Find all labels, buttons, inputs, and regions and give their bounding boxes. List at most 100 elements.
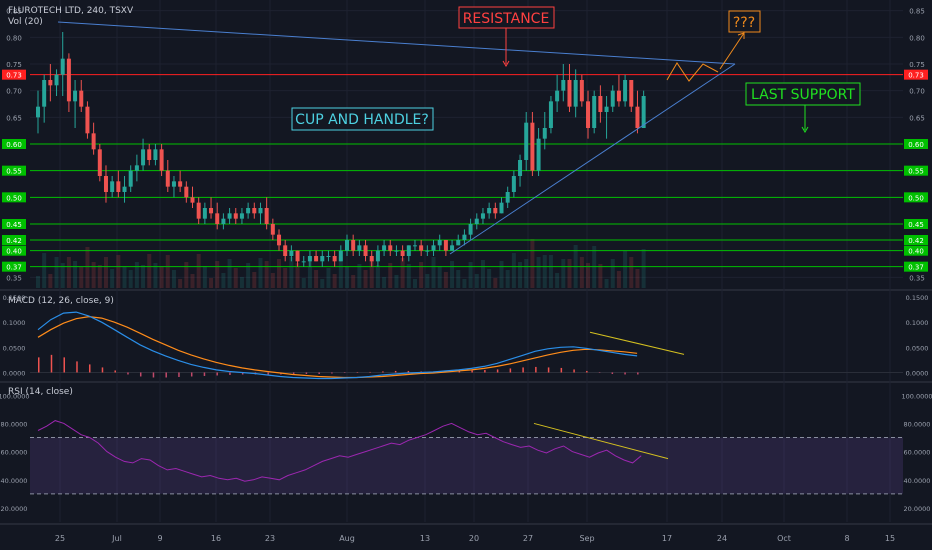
volume-bar: [202, 266, 207, 288]
volume-bar: [184, 262, 189, 288]
volume-bar: [425, 274, 430, 288]
candle-body: [277, 234, 282, 246]
candle-body: [239, 213, 244, 219]
macd-histogram-bar: [203, 372, 206, 376]
macd-histogram-bar: [496, 369, 499, 373]
right-price-label: 0.45: [908, 221, 924, 229]
macd-histogram-bar: [484, 369, 486, 373]
volume-bar: [567, 259, 572, 288]
volume-bar: [487, 269, 492, 288]
time-tick: 8: [844, 534, 849, 543]
candle-body: [314, 256, 319, 262]
candle-body: [289, 250, 294, 256]
volume-bar: [227, 259, 232, 288]
volume-bar: [363, 270, 368, 288]
candle-body: [487, 208, 492, 214]
rsi-left-tick: 20.0000: [1, 505, 28, 513]
left-price-label-box: [2, 69, 26, 80]
candle-body: [579, 80, 584, 102]
time-tick: 15: [885, 534, 895, 543]
volume-bar: [141, 265, 146, 288]
candle-body: [406, 245, 411, 256]
candle-body: [369, 256, 374, 262]
macd-histogram-bar: [573, 369, 575, 373]
candle-body: [450, 245, 455, 251]
macd-histogram-bar: [127, 372, 129, 375]
macd-histogram-bar: [522, 367, 524, 373]
volume-bar: [629, 257, 634, 288]
candle-body: [635, 106, 640, 128]
volume-bar: [338, 257, 343, 288]
rsi-left-tick: 40.0000: [1, 477, 28, 485]
candle-body: [165, 170, 170, 187]
time-axis: 25 Jul 9 16 23 Aug 13 20 27 Sep 17 24 Oct 8 15: [0, 523, 932, 543]
volume-bar: [36, 276, 40, 288]
candle-body: [400, 250, 405, 256]
right-price-label-box: [904, 245, 928, 256]
volume-bar: [542, 255, 547, 288]
left-price-label: 0.60: [6, 141, 22, 149]
right-price-label: 0.42: [908, 237, 924, 245]
question-box[interactable]: [728, 10, 761, 33]
volume-bar: [79, 267, 84, 288]
candle-body: [431, 245, 436, 251]
volume-bar: [400, 258, 405, 288]
volume-bar: [530, 239, 535, 288]
candle-body: [598, 96, 603, 112]
volume-bar: [474, 274, 479, 288]
macd-histogram-bar: [356, 372, 359, 373]
macd-divergence-line: [589, 331, 685, 355]
macd-histogram-bar: [394, 370, 397, 373]
right-price-label: 0.55: [908, 168, 924, 176]
candle-body: [616, 90, 621, 102]
volume-bar: [239, 277, 244, 288]
candle-body: [215, 213, 220, 224]
macd-histogram-bar: [535, 366, 537, 373]
candle-body: [480, 213, 485, 219]
volume-bar: [623, 251, 628, 288]
volume-bar: [221, 273, 226, 288]
candle-body: [134, 165, 139, 171]
macd-histogram-bar: [560, 367, 563, 373]
macd-left-tick: 0.0000: [3, 369, 26, 377]
volume-bar: [518, 262, 523, 288]
volume-bar: [480, 260, 485, 288]
volume-bar: [357, 264, 362, 288]
volume-bar: [122, 267, 127, 288]
question-annotation: ???: [733, 15, 755, 31]
volume-bar: [394, 275, 399, 288]
candle-body: [171, 181, 176, 187]
macd-histogram-bar: [624, 372, 626, 375]
rsi-divergence-line: [533, 422, 669, 460]
time-tick: 27: [523, 534, 533, 543]
cup-handle-box[interactable]: [291, 107, 434, 131]
candle-body: [586, 101, 591, 128]
candle-body: [493, 208, 498, 214]
volume-bar: [283, 268, 288, 288]
right-price-label-box: [904, 261, 928, 272]
candle-body: [36, 106, 40, 118]
volume-bar: [548, 255, 553, 288]
volume-bar: [586, 263, 591, 288]
candle-body: [412, 245, 417, 247]
candle-body: [592, 96, 597, 128]
ascending-trendline: [449, 63, 736, 255]
candle-body: [524, 122, 529, 160]
volume-bar: [178, 279, 183, 288]
macd-histogram-bar: [216, 372, 218, 376]
volume-bar: [301, 278, 306, 288]
right-price-label-box: [904, 235, 928, 245]
volume-bar: [326, 268, 331, 288]
candle-body: [190, 197, 195, 203]
last-support-box[interactable]: [745, 82, 861, 106]
volume-bar: [375, 265, 380, 288]
candle-body: [66, 58, 71, 102]
candle-body: [561, 80, 566, 91]
macd-right-tick: 0.0500: [906, 344, 929, 352]
volume-label: Vol (20): [8, 17, 43, 27]
time-tick: Oct: [777, 534, 791, 543]
candle-body: [42, 80, 47, 107]
candle-body: [629, 80, 634, 107]
candle-body: [270, 224, 275, 235]
